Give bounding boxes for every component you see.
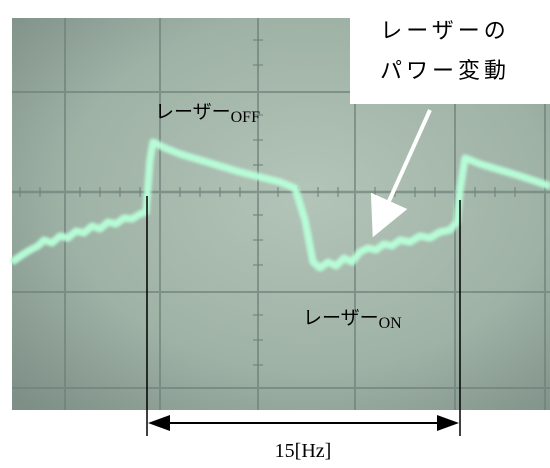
figure: レーザーの パワー変動 レーザーOFF レーザーON 15[Hz] — [0, 0, 550, 468]
off-label-text: レーザー — [155, 101, 231, 123]
off-label-state: OFF — [231, 109, 260, 126]
period-label: 15[Hz] — [275, 440, 332, 462]
on-label-text: レーザー — [303, 307, 379, 329]
power-label: レーザーの — [380, 19, 510, 44]
on-label-state: ON — [379, 315, 403, 332]
power-label: パワー変動 — [380, 59, 510, 84]
label-box — [350, 0, 550, 104]
